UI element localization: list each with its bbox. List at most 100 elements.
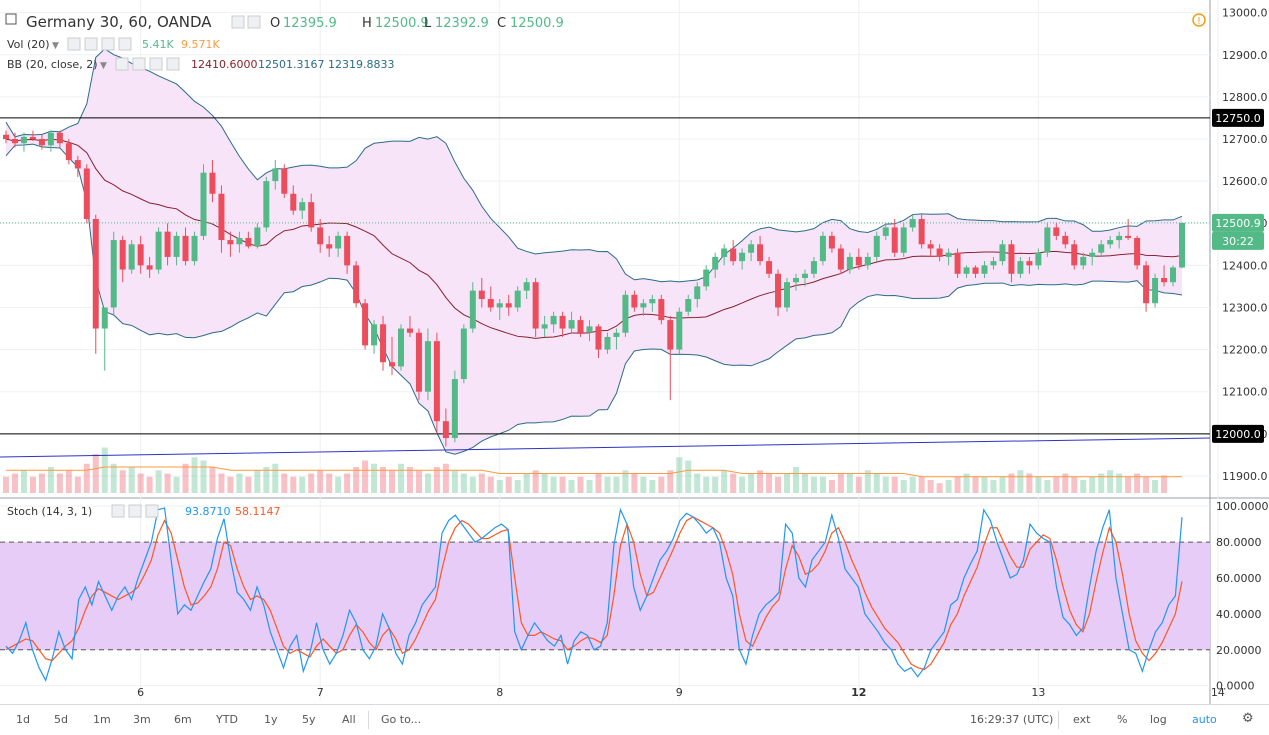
candle-body[interactable] [927, 244, 934, 249]
candle-body[interactable] [990, 261, 997, 266]
candle-body[interactable] [658, 299, 665, 321]
candle-body[interactable] [694, 286, 701, 300]
candle-body[interactable] [541, 324, 548, 329]
candle-body[interactable] [380, 324, 387, 363]
ext-button[interactable]: ext [1073, 713, 1091, 726]
candle-body[interactable] [92, 219, 99, 329]
candle-body[interactable] [775, 273, 782, 308]
chevron-down-icon[interactable]: ▼ [100, 61, 107, 71]
legend-tool-icon[interactable] [115, 57, 129, 71]
candle-body[interactable] [182, 235, 189, 262]
legend-tool-icon[interactable] [132, 57, 146, 71]
candle-body[interactable] [254, 227, 261, 247]
candle-body[interactable] [83, 168, 90, 220]
candle-body[interactable] [837, 248, 844, 270]
candle-body[interactable] [900, 227, 907, 253]
settings-gear-icon[interactable]: ⚙ [1242, 711, 1254, 726]
legend-settings-icon[interactable] [247, 15, 261, 29]
candle-body[interactable] [281, 168, 288, 194]
candle-body[interactable] [1035, 252, 1042, 266]
candle-body[interactable] [362, 303, 369, 346]
candle-body[interactable] [1053, 227, 1060, 236]
candle-body[interactable] [227, 240, 234, 245]
candle-body[interactable] [1089, 252, 1096, 257]
candle-body[interactable] [828, 235, 835, 249]
percent-button[interactable]: % [1117, 713, 1128, 726]
candle-body[interactable] [1080, 256, 1087, 266]
chevron-down-icon[interactable]: ▼ [52, 41, 59, 51]
candle-body[interactable] [577, 320, 584, 333]
candle-body[interactable] [909, 219, 916, 228]
candle-body[interactable] [290, 193, 297, 211]
candle-body[interactable] [936, 248, 943, 257]
candle-body[interactable] [263, 181, 270, 228]
candle-body[interactable] [559, 315, 566, 329]
symbol-title[interactable]: Germany 30, 60, OANDA [26, 13, 212, 31]
legend-tool-icon[interactable] [67, 37, 81, 51]
candle-body[interactable] [640, 303, 647, 308]
candle-body[interactable] [748, 244, 755, 253]
candle-body[interactable] [460, 328, 467, 380]
candle-body[interactable] [487, 299, 494, 308]
candle-body[interactable] [882, 227, 889, 236]
candle-body[interactable] [317, 227, 324, 245]
candle-body[interactable] [1152, 277, 1159, 304]
candle-body[interactable] [739, 252, 746, 262]
candle-body[interactable] [819, 235, 826, 262]
candle-body[interactable] [918, 219, 925, 245]
candle-body[interactable] [792, 277, 799, 283]
candle-body[interactable] [595, 326, 602, 350]
candle-body[interactable] [676, 311, 683, 350]
legend-tool-icon[interactable] [128, 504, 142, 518]
candle-body[interactable] [685, 299, 692, 312]
candle-body[interactable] [110, 240, 117, 308]
candle-body[interactable] [128, 244, 135, 270]
legend-tool-icon[interactable] [166, 57, 180, 71]
candle-body[interactable] [353, 265, 360, 304]
candle-body[interactable] [757, 244, 764, 262]
candle-body[interactable] [1071, 244, 1078, 266]
candle-body[interactable] [1017, 261, 1024, 274]
candle-body[interactable] [155, 231, 162, 270]
candle-body[interactable] [326, 244, 333, 249]
candle-body[interactable] [415, 332, 422, 392]
candle-body[interactable] [864, 256, 871, 266]
candle-body[interactable] [784, 282, 791, 308]
stochastic-pane[interactable] [0, 505, 1210, 687]
candle-body[interactable] [1170, 267, 1177, 283]
candle-body[interactable] [299, 202, 306, 211]
candle-body[interactable] [945, 252, 952, 257]
candle-body[interactable] [308, 202, 315, 228]
candle-body[interactable] [855, 256, 862, 266]
candle-body[interactable] [766, 261, 773, 274]
candle-body[interactable] [667, 320, 674, 350]
candle-body[interactable] [1143, 265, 1150, 304]
legend-tool-icon[interactable] [149, 57, 163, 71]
candle-body[interactable] [424, 341, 431, 392]
candle-body[interactable] [3, 134, 9, 139]
candle-body[interactable] [954, 252, 961, 274]
candle-body[interactable] [397, 328, 404, 367]
candle-body[interactable] [20, 136, 27, 144]
candle-body[interactable] [873, 235, 880, 257]
candle-body[interactable] [631, 294, 638, 308]
candle-body[interactable] [1008, 244, 1015, 274]
timeframe-all[interactable]: All [342, 713, 356, 726]
candle-body[interactable] [272, 168, 279, 182]
candle-body[interactable] [74, 160, 81, 169]
candle-body[interactable] [1098, 244, 1105, 253]
candle-body[interactable] [200, 172, 207, 236]
candle-body[interactable] [389, 362, 396, 367]
candle-body[interactable] [1125, 235, 1132, 238]
collapse-icon[interactable] [5, 13, 17, 25]
chart-area[interactable]: 13000.0 12900.0 12800.0 12700.0 12600.0 12500… [0, 0, 1269, 704]
candle-body[interactable] [406, 328, 413, 333]
candle-body[interactable] [810, 261, 817, 274]
candle-body[interactable] [604, 336, 611, 350]
legend-tool-icon[interactable] [118, 37, 132, 51]
candle-body[interactable] [451, 379, 458, 439]
candle-body[interactable] [532, 282, 539, 329]
candle-body[interactable] [335, 235, 342, 249]
candle-body[interactable] [38, 138, 45, 146]
legend-tool-icon[interactable] [145, 504, 159, 518]
